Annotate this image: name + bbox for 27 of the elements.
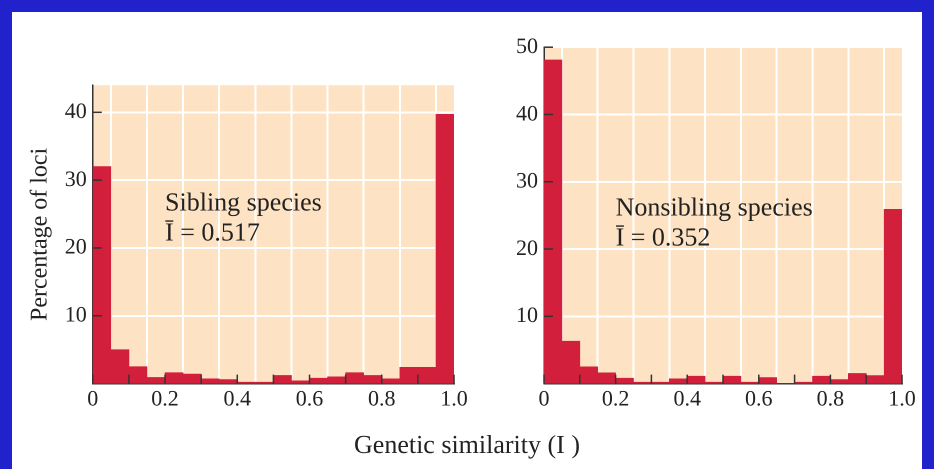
x-tick-label: 1.0 (440, 386, 468, 411)
x-tick-label: 0.6 (745, 386, 773, 411)
y-tick-label: 10 (64, 302, 87, 327)
annotation: Ī = 0.517 (165, 218, 260, 247)
x-tick-label: 1.0 (888, 386, 916, 411)
x-tick-label: 0.4 (673, 386, 701, 411)
x-tick-label: 0.6 (296, 386, 324, 411)
y-axis-title: Percentage of loci (26, 147, 53, 322)
x-tick-label: 0.8 (368, 386, 396, 411)
x-tick-label: 0.2 (602, 386, 630, 411)
x-tick-label: 0 (87, 386, 98, 411)
y-tick-label: 20 (516, 234, 538, 260)
y-tick-label: 30 (64, 166, 87, 191)
annotation: Sibling species (165, 188, 322, 217)
y-tick-label: 40 (64, 98, 87, 124)
y-tick-label: 10 (516, 302, 538, 328)
x-tick-label: 0 (538, 386, 550, 411)
y-tick-label: 40 (516, 100, 538, 126)
x-tick-label: 0.4 (224, 386, 252, 411)
annotation: Nonsibling species (616, 192, 813, 222)
y-tick-label: 20 (64, 234, 87, 259)
y-tick-label: 30 (516, 168, 538, 193)
x-tick-label: 0.2 (151, 386, 179, 411)
x-axis-title: Genetic similarity (I ) (353, 430, 581, 460)
y-tick-label: 50 (516, 32, 538, 58)
x-tick-label: 0.8 (816, 386, 844, 411)
annotation: Ī = 0.352 (616, 222, 710, 252)
